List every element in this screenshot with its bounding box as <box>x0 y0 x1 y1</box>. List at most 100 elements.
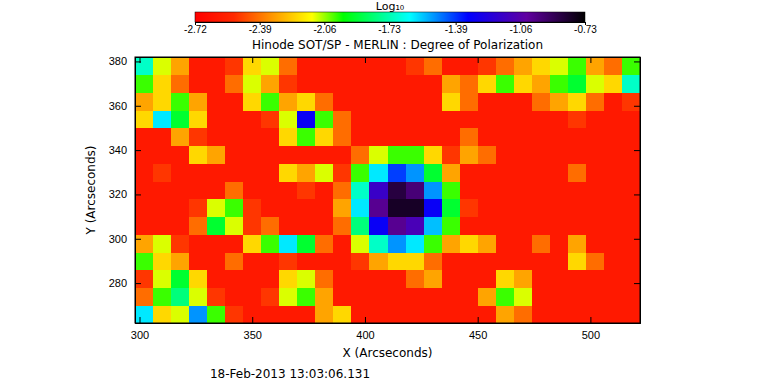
heatmap-cell <box>315 146 334 164</box>
heatmap-cell <box>406 234 425 252</box>
tick: 280 <box>109 277 141 289</box>
tick-label: -2.72 <box>184 24 207 35</box>
heatmap-cell <box>478 146 497 164</box>
heatmap-cell <box>135 234 154 252</box>
heatmap-cell <box>478 217 497 235</box>
heatmap-cell <box>243 217 262 235</box>
heatmap-cell <box>315 270 334 288</box>
tick <box>252 57 253 63</box>
heatmap-cell <box>153 305 172 323</box>
heatmap-cell <box>171 92 190 110</box>
heatmap-cell <box>586 128 605 146</box>
heatmap-cell <box>586 199 605 217</box>
tick-label: -0.73 <box>574 24 597 35</box>
tick: -2.39 <box>249 22 272 35</box>
tick: -2.06 <box>313 22 336 35</box>
heatmap-cell <box>135 110 154 128</box>
heatmap-cell <box>171 288 190 306</box>
heatmap-cell <box>460 288 479 306</box>
heatmap-cell <box>478 181 497 199</box>
heatmap-cell <box>297 305 316 323</box>
heatmap-cell <box>207 217 226 235</box>
timestamp: 18-Feb-2013 13:03:06.131 <box>210 367 370 381</box>
heatmap-cell <box>333 57 352 75</box>
tick: 320 <box>109 188 141 200</box>
heatmap-cell <box>333 199 352 217</box>
tick-label: 300 <box>109 233 127 245</box>
tick <box>634 194 640 195</box>
heatmap-cell <box>406 217 425 235</box>
tick-label: 320 <box>109 188 127 200</box>
heatmap-cell <box>550 57 569 75</box>
heatmap-cell <box>153 57 172 75</box>
heatmap-cell <box>568 234 587 252</box>
heatmap-cell <box>207 181 226 199</box>
heatmap-cell <box>369 128 388 146</box>
heatmap-cell <box>604 110 623 128</box>
heatmap-cell <box>279 288 298 306</box>
heatmap-cell <box>207 234 226 252</box>
heatmap-cell <box>478 128 497 146</box>
heatmap-cell <box>297 252 316 270</box>
heatmap-cell <box>514 181 533 199</box>
heatmap-cell <box>442 288 461 306</box>
heatmap-cell <box>388 128 407 146</box>
heatmap-cell <box>279 75 298 93</box>
heatmap-cell <box>369 75 388 93</box>
tick-mark <box>634 239 640 240</box>
heatmap-cell <box>514 110 533 128</box>
heatmap-cell <box>478 163 497 181</box>
heatmap-cell <box>351 288 370 306</box>
tick-label: 500 <box>582 329 600 341</box>
heatmap-cell <box>171 163 190 181</box>
heatmap-cell <box>279 110 298 128</box>
heatmap-cell <box>460 181 479 199</box>
heatmap-cell <box>135 146 154 164</box>
heatmap-cell <box>424 181 443 199</box>
tick <box>634 239 640 240</box>
heatmap-cell <box>532 128 551 146</box>
heatmap-cell <box>478 92 497 110</box>
heatmap-cell <box>550 305 569 323</box>
heatmap-cell <box>171 234 190 252</box>
heatmap-cell <box>406 92 425 110</box>
tick <box>365 57 366 63</box>
heatmap-cell <box>225 181 244 199</box>
heatmap-cell <box>388 252 407 270</box>
heatmap-cell <box>261 75 280 93</box>
heatmap-cell <box>153 234 172 252</box>
heatmap-cell <box>388 110 407 128</box>
heatmap-cell <box>171 57 190 75</box>
heatmap-cell <box>550 110 569 128</box>
tick: 450 <box>469 317 487 341</box>
heatmap-cell <box>460 146 479 164</box>
heatmap-cell <box>496 305 515 323</box>
heatmap-cell <box>243 305 262 323</box>
tick-mark <box>634 61 640 62</box>
tick-mark <box>135 106 141 107</box>
heatmap-cell <box>532 92 551 110</box>
heatmap-cell <box>496 92 515 110</box>
y-axis: 280300320340360380 <box>109 55 141 323</box>
heatmap-cell <box>568 57 587 75</box>
heatmap-cell <box>550 163 569 181</box>
heatmap-cell <box>297 75 316 93</box>
heatmap-cell <box>478 252 497 270</box>
heatmap-cell <box>243 181 262 199</box>
heatmap-cell <box>424 110 443 128</box>
heatmap-cell <box>604 252 623 270</box>
heatmap-cell <box>532 217 551 235</box>
heatmap-cell <box>207 128 226 146</box>
heatmap-cell <box>424 217 443 235</box>
heatmap-cell <box>586 163 605 181</box>
heatmap-cell <box>460 92 479 110</box>
heatmap-cell <box>478 305 497 323</box>
heatmap-cell <box>315 57 334 75</box>
heatmap-cell <box>369 305 388 323</box>
y-axis-title: Y (Arcseconds) <box>84 145 98 235</box>
heatmap-cell <box>478 270 497 288</box>
heatmap-cell <box>406 110 425 128</box>
heatmap-cell <box>604 234 623 252</box>
heatmap-cell <box>514 234 533 252</box>
heatmap-cell <box>189 92 208 110</box>
